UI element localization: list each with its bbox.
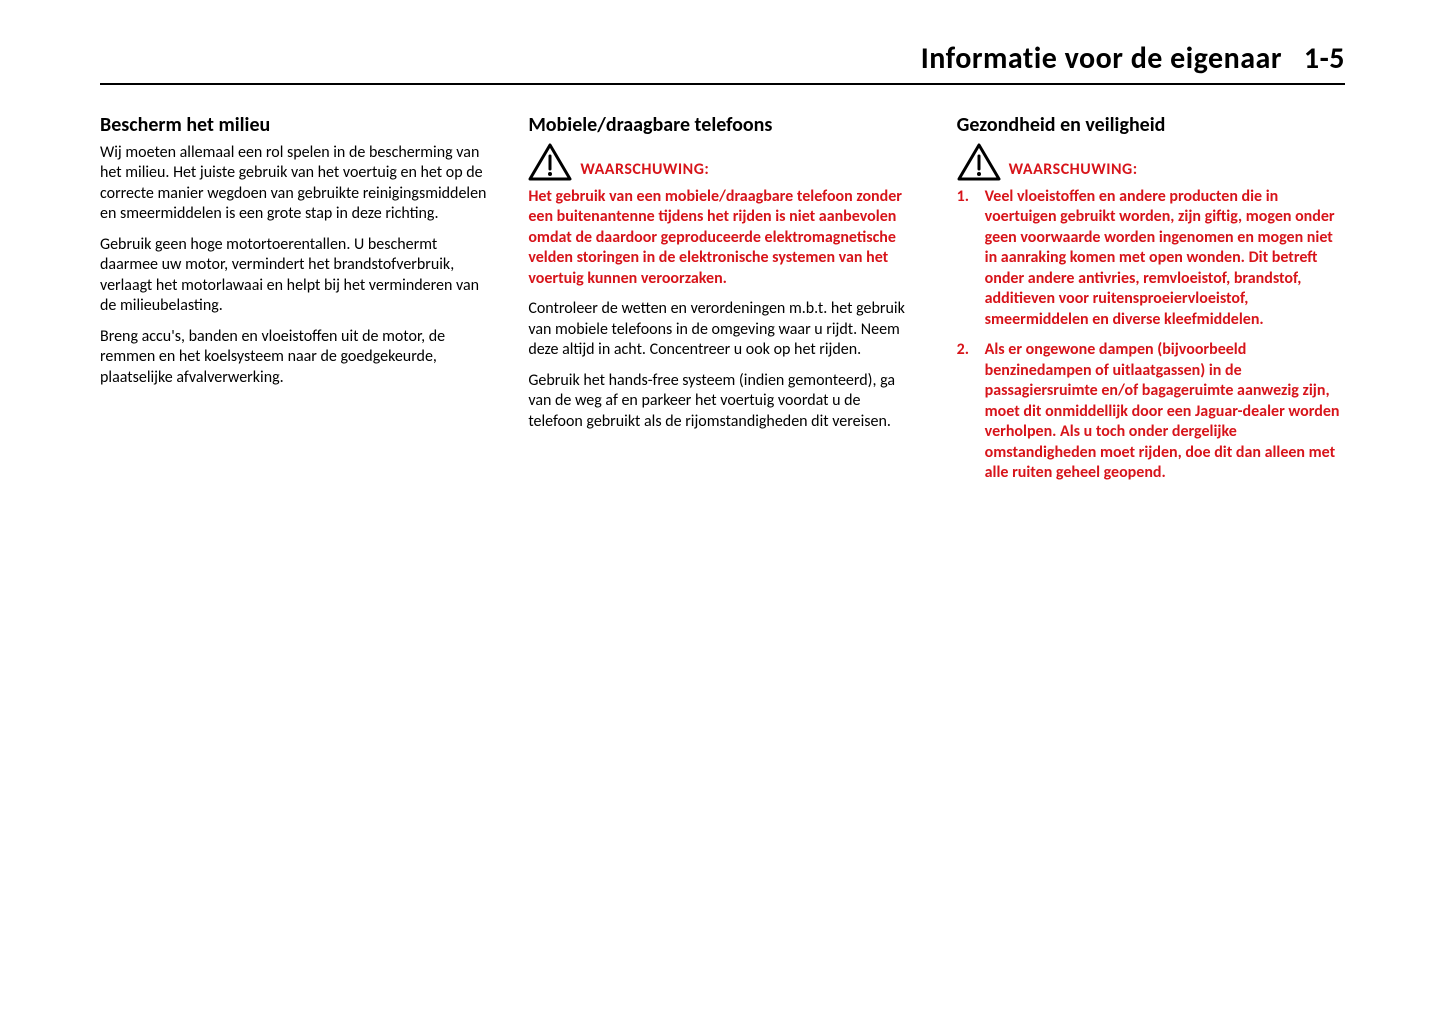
warning-numbered-list: Veel vloeistoffen en andere producten di… bbox=[957, 187, 1345, 484]
paragraph: Gebruik het hands-free systeem (indien g… bbox=[528, 371, 916, 432]
header-title-text: Informatie voor de eigenaar bbox=[921, 40, 1282, 77]
warning-label: WAARSCHUWING: bbox=[580, 160, 709, 181]
content-columns: Bescherm het milieu Wij moeten allemaal … bbox=[100, 113, 1345, 494]
warning-block: WAARSCHUWING: Het gebruik van een mobiel… bbox=[528, 143, 916, 289]
column-environment: Bescherm het milieu Wij moeten allemaal … bbox=[100, 113, 488, 494]
paragraph: Gebruik geen hoge motortoerentallen. U b… bbox=[100, 235, 488, 317]
column-mobile-phones: Mobiele/draagbare telefoons WAARSCHUWING… bbox=[528, 113, 916, 494]
page-number: 1-5 bbox=[1304, 40, 1345, 77]
warning-body-text: Het gebruik van een mobiele/draagbare te… bbox=[528, 187, 916, 289]
warning-header: WAARSCHUWING: bbox=[957, 143, 1345, 181]
heading-health-safety: Gezondheid en veiligheid bbox=[957, 113, 1345, 137]
paragraph: Wij moeten allemaal een rol spelen in de… bbox=[100, 143, 488, 225]
warning-triangle-icon bbox=[957, 143, 1001, 181]
heading-environment: Bescherm het milieu bbox=[100, 113, 488, 137]
warning-header: WAARSCHUWING: bbox=[528, 143, 916, 181]
page-title: Informatie voor de eigenaar 1-5 bbox=[100, 40, 1345, 77]
paragraph: Breng accu's, banden en vloeistoffen uit… bbox=[100, 327, 488, 388]
warning-list-item: Als er ongewone dampen (bijvoorbeeld ben… bbox=[957, 340, 1345, 483]
column-health-safety: Gezondheid en veiligheid WAARSCHUWING: V… bbox=[957, 113, 1345, 494]
warning-triangle-icon bbox=[528, 143, 572, 181]
warning-list-item: Veel vloeistoffen en andere producten di… bbox=[957, 187, 1345, 330]
heading-mobile-phones: Mobiele/draagbare telefoons bbox=[528, 113, 916, 137]
page-header: Informatie voor de eigenaar 1-5 bbox=[100, 40, 1345, 85]
warning-label: WAARSCHUWING: bbox=[1009, 160, 1138, 181]
warning-block: WAARSCHUWING: Veel vloeistoffen en ander… bbox=[957, 143, 1345, 484]
paragraph: Controleer de wetten en verordeningen m.… bbox=[528, 299, 916, 360]
